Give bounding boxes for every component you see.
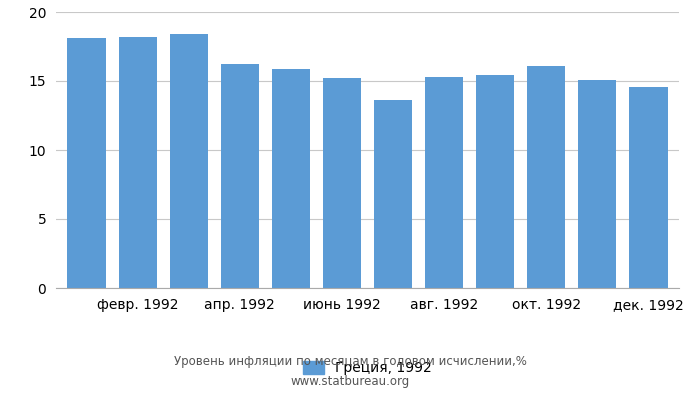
Bar <box>527 66 566 288</box>
Text: Уровень инфляции по месяцам в годовом исчислении,%: Уровень инфляции по месяцам в годовом ис… <box>174 356 526 368</box>
Bar <box>67 38 106 288</box>
Bar <box>323 78 361 288</box>
Bar <box>629 86 668 288</box>
Bar <box>476 76 514 288</box>
Legend: Греция, 1992: Греция, 1992 <box>298 356 438 381</box>
Bar <box>169 34 208 288</box>
Bar <box>374 100 412 288</box>
Bar <box>220 64 259 288</box>
Bar <box>118 37 157 288</box>
Bar <box>272 68 310 288</box>
Text: www.statbureau.org: www.statbureau.org <box>290 376 410 388</box>
Bar <box>425 77 463 288</box>
Bar <box>578 80 617 288</box>
